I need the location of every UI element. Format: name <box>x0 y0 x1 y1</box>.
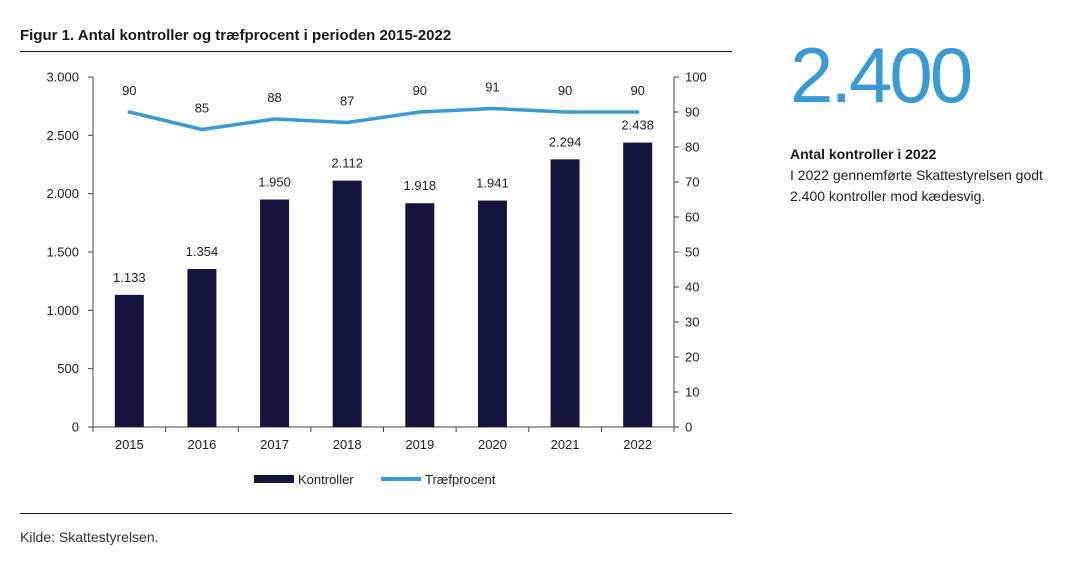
x-tick-label: 2019 <box>405 437 434 452</box>
y-left-tick-label: 500 <box>57 361 79 376</box>
bar-data-label: 1.950 <box>258 175 291 190</box>
legend-label-traefprocent: Træfprocent <box>425 472 496 487</box>
combo-chart: 0 500 1.000 1.500 2.000 2.500 3.000 0 10 20 30 40 50… <box>46 70 707 488</box>
bar-data-label: 2.112 <box>331 156 363 171</box>
bar-data-label: 2.294 <box>549 134 582 149</box>
y-left-tick-label: 3.000 <box>46 70 79 85</box>
x-tick-label: 2016 <box>187 437 216 452</box>
highlight-number: 2.400 <box>790 31 973 119</box>
line-data-label: 90 <box>630 83 644 98</box>
bar-data-label: 1.133 <box>113 270 146 285</box>
line-data-label: 90 <box>122 83 136 98</box>
y-left-tick-label: 0 <box>72 420 79 435</box>
x-tick-label: 2017 <box>260 437 289 452</box>
x-tick-label: 2022 <box>623 437 652 452</box>
y-right-tick-label: 10 <box>685 385 699 400</box>
y-right-tick-label: 40 <box>685 280 699 295</box>
source-note: Kilde: Skattestyrelsen. <box>20 529 159 545</box>
line-data-label: 85 <box>195 101 209 116</box>
y-left-tick-label: 2.500 <box>46 128 79 143</box>
bar-data-label: 1.354 <box>186 244 219 259</box>
line-data-label: 88 <box>267 90 281 105</box>
bar-kontroller <box>623 142 653 428</box>
bottom-rule <box>20 513 732 514</box>
bar-kontroller <box>550 159 580 427</box>
bar-kontroller <box>114 294 144 427</box>
y-right-tick-label: 20 <box>685 350 699 365</box>
y-right-tick-label: 60 <box>685 210 699 225</box>
y-left-tick-label: 2.000 <box>46 186 79 201</box>
bar-kontroller <box>332 180 362 427</box>
top-rule <box>20 51 732 52</box>
bar-data-label: 1.941 <box>476 176 509 191</box>
line-data-label: 87 <box>340 94 354 109</box>
y-right-tick-label: 0 <box>685 420 692 435</box>
bar-kontroller <box>477 200 507 427</box>
y-left-tick-label: 1.000 <box>46 303 79 318</box>
x-tick-label: 2018 <box>333 437 362 452</box>
y-right-tick-label: 100 <box>685 70 707 85</box>
y-right-tick-label: 70 <box>685 175 699 190</box>
y-right-tick-label: 80 <box>685 140 699 155</box>
figure-title: Figur 1. Antal kontroller og træfprocent… <box>20 27 452 44</box>
highlight-text: I 2022 gennemførte Skattestyrelsen godt … <box>790 167 1043 204</box>
y-right-tick-label: 50 <box>685 245 699 260</box>
bar-kontroller <box>405 203 435 427</box>
line-data-label: 91 <box>485 80 499 95</box>
line-traefprocent <box>127 106 640 132</box>
y-right-tick-label: 30 <box>685 315 699 330</box>
bar-data-label: 2.438 <box>621 118 654 133</box>
y-right-tick-label: 90 <box>685 105 699 120</box>
legend-label-kontroller: Kontroller <box>298 472 354 487</box>
x-tick-label: 2015 <box>115 437 144 452</box>
line-data-label: 90 <box>413 83 427 98</box>
line-data-label: 90 <box>558 83 572 98</box>
y-left-tick-label: 1.500 <box>46 245 79 260</box>
bar-kontroller <box>187 269 217 427</box>
bar-kontroller <box>260 199 290 427</box>
highlight-heading: Antal kontroller i 2022 <box>790 146 937 162</box>
bar-data-label: 1.918 <box>404 178 437 193</box>
x-tick-label: 2020 <box>478 437 507 452</box>
legend-swatch-kontroller <box>254 475 294 483</box>
x-tick-label: 2021 <box>551 437 580 452</box>
